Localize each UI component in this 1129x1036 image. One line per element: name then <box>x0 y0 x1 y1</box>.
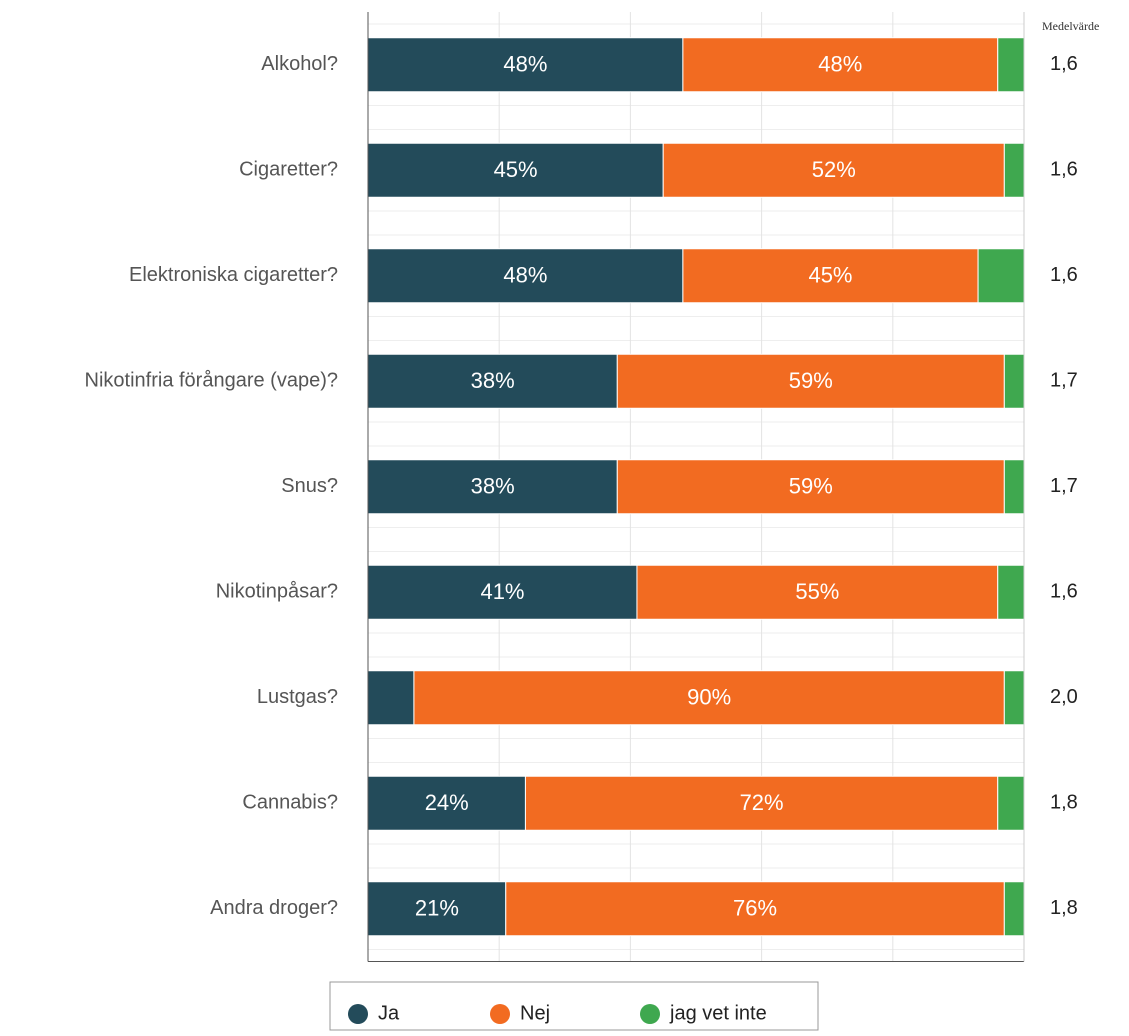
bar-segment <box>1003 670 1025 726</box>
bar-label: 41% <box>480 579 524 604</box>
legend-box <box>329 981 819 1031</box>
bar-segment <box>1003 142 1025 198</box>
legend-label: Nej <box>520 1002 550 1024</box>
bar-label: 72% <box>740 790 784 815</box>
bar-label: 55% <box>795 579 839 604</box>
category-label: Cigaretter? <box>239 159 338 181</box>
bar-label: 48% <box>503 52 547 77</box>
mean-value: 1,6 <box>1050 159 1078 181</box>
legend-swatch <box>640 1004 660 1024</box>
bar-segment <box>616 353 1005 409</box>
bar-label: 38% <box>471 368 515 393</box>
category-label: Elektroniska cigaretter? <box>129 264 338 286</box>
legend-swatch <box>348 1004 368 1024</box>
bar-label: 38% <box>471 474 515 499</box>
bar-label: 76% <box>733 896 777 921</box>
bar-label: 59% <box>789 474 833 499</box>
bar-segment <box>367 459 618 515</box>
bar-segment <box>505 881 1005 937</box>
bar-segment <box>1003 459 1025 515</box>
bar-segment <box>1003 881 1025 937</box>
mean-value: 1,6 <box>1050 581 1078 603</box>
mean-value: 1,6 <box>1050 264 1078 286</box>
bar-segment <box>997 564 1025 620</box>
bar-label: 45% <box>494 157 538 182</box>
category-label: Andra droger? <box>210 897 338 919</box>
bar-segment <box>636 564 999 620</box>
bar-segment <box>1003 353 1025 409</box>
bar-segment <box>367 564 638 620</box>
category-label: Snus? <box>281 475 338 497</box>
bar-segment <box>524 775 999 831</box>
bar-segment <box>977 248 1025 304</box>
mean-title: Medelvärde <box>1042 19 1099 33</box>
mean-value: 1,6 <box>1050 53 1078 75</box>
legend-swatch <box>490 1004 510 1024</box>
category-label: Cannabis? <box>242 792 338 814</box>
bar-segment <box>367 353 618 409</box>
bar-label: 45% <box>808 263 852 288</box>
bar-label: 59% <box>789 368 833 393</box>
bar-segment <box>367 775 526 831</box>
bar-segment <box>616 459 1005 515</box>
category-label: Nikotinfria förångare (vape)? <box>85 370 338 392</box>
bar-segment <box>997 775 1025 831</box>
bar-segment <box>367 37 684 93</box>
bar-segment <box>682 248 979 304</box>
bar-segment <box>367 881 507 937</box>
bar-segment <box>367 142 664 198</box>
category-label: Lustgas? <box>257 686 338 708</box>
bar-label: 24% <box>425 790 469 815</box>
legend-label: jag vet inte <box>669 1002 767 1024</box>
bar-label: 52% <box>812 157 856 182</box>
mean-value: 1,7 <box>1050 475 1078 497</box>
bar-label: 90% <box>687 685 731 710</box>
mean-value: 1,8 <box>1050 792 1078 814</box>
bar-label: 48% <box>818 52 862 77</box>
legend-label: Ja <box>378 1002 400 1024</box>
mean-value: 1,7 <box>1050 370 1078 392</box>
bar-segment <box>997 37 1025 93</box>
category-label: Alkohol? <box>261 53 338 75</box>
mean-value: 2,0 <box>1050 686 1078 708</box>
mean-value: 1,8 <box>1050 897 1078 919</box>
bar-segment <box>367 670 415 726</box>
bar-segment <box>413 670 1005 726</box>
bar-segment <box>682 37 999 93</box>
category-label: Nikotinpåsar? <box>216 581 338 603</box>
bar-segment <box>367 248 684 304</box>
bar-label: 21% <box>415 896 459 921</box>
bar-label: 48% <box>503 263 547 288</box>
